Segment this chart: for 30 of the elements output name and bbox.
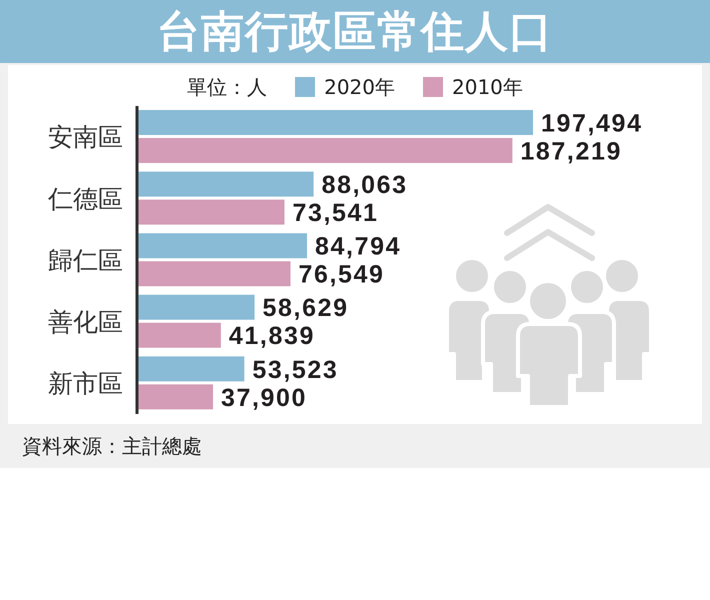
bar: [137, 294, 255, 320]
legend-label: 2020年: [324, 74, 395, 100]
data-label: 58,629: [262, 294, 349, 322]
data-label: 197,494: [541, 109, 643, 138]
legend-title: 單位：人: [187, 74, 268, 100]
data-label: 53,523: [252, 356, 338, 384]
y-tick-label: 善化區: [48, 307, 123, 336]
data-label: 37,900: [220, 384, 308, 412]
bar: [137, 384, 213, 410]
chart-title: 台南行政區常住人口: [157, 6, 553, 58]
y-tick-label: 安南區: [48, 122, 123, 152]
bar: [137, 261, 290, 286]
y-tick-label: 歸仁區: [48, 246, 123, 275]
data-label: 84,794: [315, 232, 402, 261]
bar: [137, 200, 284, 225]
bar: [137, 356, 244, 382]
source-note: 資料來源：主計總處: [22, 432, 202, 460]
bar: [137, 322, 221, 348]
y-tick-label: 仁德區: [47, 184, 123, 214]
bar: [137, 172, 314, 197]
bar: [137, 138, 512, 163]
bar: [137, 233, 308, 258]
data-label: 187,219: [520, 137, 622, 166]
legend-label: 2010年: [452, 74, 523, 100]
y-tick-label: 新市區: [48, 369, 123, 398]
bar: [137, 110, 533, 135]
data-label: 41,839: [228, 322, 315, 350]
data-label: 73,541: [292, 198, 379, 227]
data-label: 76,549: [298, 260, 385, 289]
data-label: 88,063: [322, 170, 408, 199]
